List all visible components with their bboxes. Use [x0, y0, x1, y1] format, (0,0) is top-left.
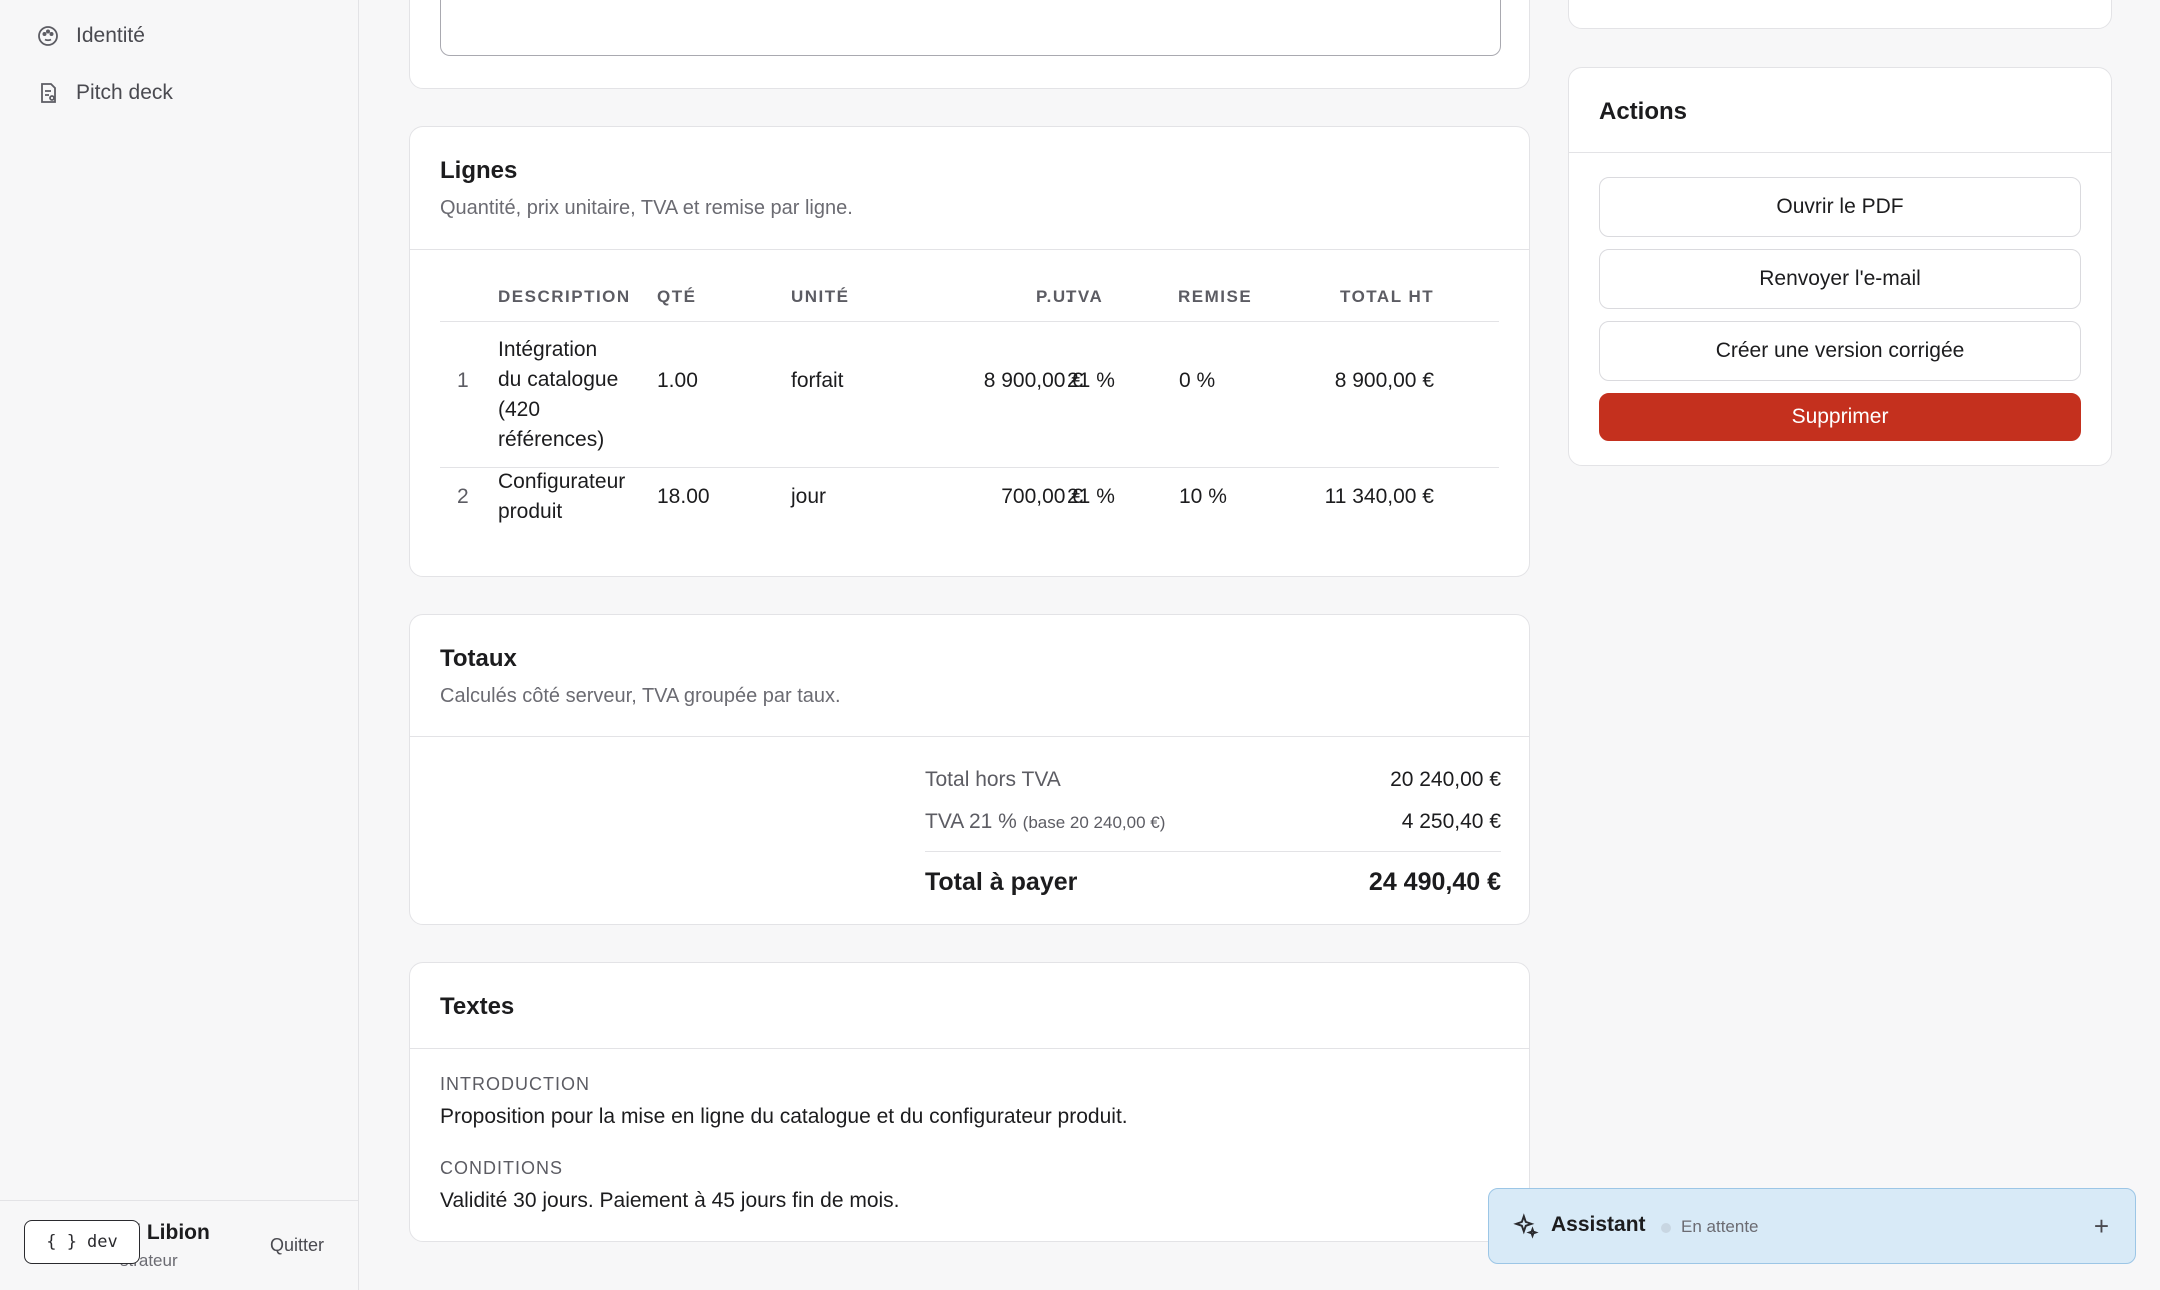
divider: [925, 851, 1501, 852]
total-value: 24 490,40 €: [1368, 868, 1501, 896]
assistant-bar[interactable]: Assistant En attente +: [1488, 1188, 2136, 1264]
braces-icon: { }: [46, 1232, 77, 1252]
sidebar-item-pitch-deck[interactable]: Pitch deck: [34, 73, 173, 113]
row-total: 8 900,00 €: [1334, 369, 1434, 392]
conditions-label: CONDITIONS: [440, 1158, 564, 1178]
introduction-text: Proposition pour la mise en ligne du cat…: [440, 1105, 1128, 1128]
divider: [1569, 152, 2111, 153]
divider: [410, 249, 1529, 250]
column-header-qty: QTÉ: [657, 287, 697, 306]
assistant-status: En attente: [1681, 1217, 1759, 1236]
row-discount: 10 %: [1179, 485, 1227, 508]
column-header-description: DESCRIPTION: [498, 287, 631, 306]
vat-label: TVA 21 % (base 20 240,00 €): [925, 810, 1166, 833]
row-price: 8 900,00 €: [983, 369, 1083, 392]
assistant-title: Assistant: [1551, 1213, 1646, 1236]
document-icon: [34, 79, 62, 107]
vat-base: (base 20 240,00 €): [1022, 813, 1166, 832]
column-header-vat: TVA: [1066, 287, 1104, 306]
total-label: Total à payer: [925, 868, 1078, 896]
introduction-label: INTRODUCTION: [440, 1074, 590, 1094]
row-description: Configurateur produit: [498, 470, 626, 523]
open-pdf-button[interactable]: Ouvrir le PDF: [1599, 177, 2081, 237]
quit-button[interactable]: Quitter: [270, 1235, 325, 1255]
conditions-text: Validité 30 jours. Paiement à 45 jours f…: [440, 1189, 900, 1212]
row-price: 700,00 €: [1001, 485, 1083, 508]
card-subtitle: Quantité, prix unitaire, TVA et remise p…: [440, 197, 853, 219]
divider: [440, 467, 1499, 468]
create-corrected-version-button[interactable]: Créer une version corrigée: [1599, 321, 2081, 381]
row-qty: 1.00: [657, 369, 698, 392]
row-index: 1: [457, 369, 469, 392]
row-unit: forfait: [791, 369, 844, 392]
card-title: Actions: [1599, 98, 1688, 125]
row-qty: 18.00: [657, 485, 710, 508]
delete-button[interactable]: Supprimer: [1599, 393, 2081, 441]
sidebar: Identité Pitch deck rd Libion strateur Q…: [0, 0, 359, 1290]
info-card: [1568, 0, 2112, 29]
lines-card: Lignes Quantité, prix unitaire, TVA et r…: [409, 126, 1530, 577]
row-vat: 21 %: [1067, 369, 1115, 392]
divider: [410, 1048, 1529, 1049]
resend-email-button[interactable]: Renvoyer l'e-mail: [1599, 249, 2081, 309]
palette-icon: [34, 22, 62, 50]
sidebar-item-identite[interactable]: Identité: [34, 16, 145, 56]
actions-card: Actions Ouvrir le PDF Renvoyer l'e-mail …: [1568, 67, 2112, 466]
card-title: Lignes: [440, 157, 518, 184]
column-header-unit: UNITÉ: [791, 287, 850, 306]
row-description: Intégration du catalogue (420 références…: [498, 338, 619, 451]
subtotal-value: 20 240,00 €: [1390, 768, 1501, 791]
sidebar-footer: rd Libion strateur Quitter: [0, 1200, 358, 1290]
totals-card: Totaux Calculés côté serveur, TVA groupé…: [409, 614, 1530, 925]
lines-table: DESCRIPTION QTÉ UNITÉ P.U. TVA REMISE TO…: [440, 287, 1499, 567]
user-name: rd Libion: [120, 1221, 210, 1244]
card-title: Textes: [440, 993, 515, 1020]
dev-label: dev: [87, 1232, 118, 1252]
column-header-discount: REMISE: [1178, 287, 1253, 306]
sidebar-item-label: Pitch deck: [76, 81, 173, 104]
row-vat: 21 %: [1067, 485, 1115, 508]
row-unit: jour: [791, 485, 827, 508]
texts-card: Textes INTRODUCTION Proposition pour la …: [409, 962, 1530, 1242]
status-dot: [1661, 1223, 1671, 1233]
row-total: 11 340,00 €: [1324, 485, 1434, 508]
notes-textarea[interactable]: [440, 0, 1501, 56]
sidebar-item-label: Identité: [76, 24, 145, 47]
plus-icon[interactable]: +: [2093, 1211, 2109, 1241]
subtotal-label: Total hors TVA: [925, 768, 1061, 791]
vat-value: 4 250,40 €: [1401, 810, 1501, 833]
column-header-total: TOTAL HT: [1340, 287, 1435, 306]
notes-card: [409, 0, 1530, 89]
row-index: 2: [457, 485, 469, 508]
dev-toolbar-button[interactable]: { } dev: [24, 1220, 140, 1264]
divider: [440, 321, 1499, 322]
column-header-price: P.U.: [1036, 287, 1073, 306]
row-discount: 0 %: [1179, 369, 1216, 392]
divider: [410, 736, 1529, 737]
sparkles-icon: [1513, 1213, 1539, 1239]
card-title: Totaux: [440, 645, 517, 672]
card-subtitle: Calculés côté serveur, TVA groupée par t…: [440, 685, 841, 707]
